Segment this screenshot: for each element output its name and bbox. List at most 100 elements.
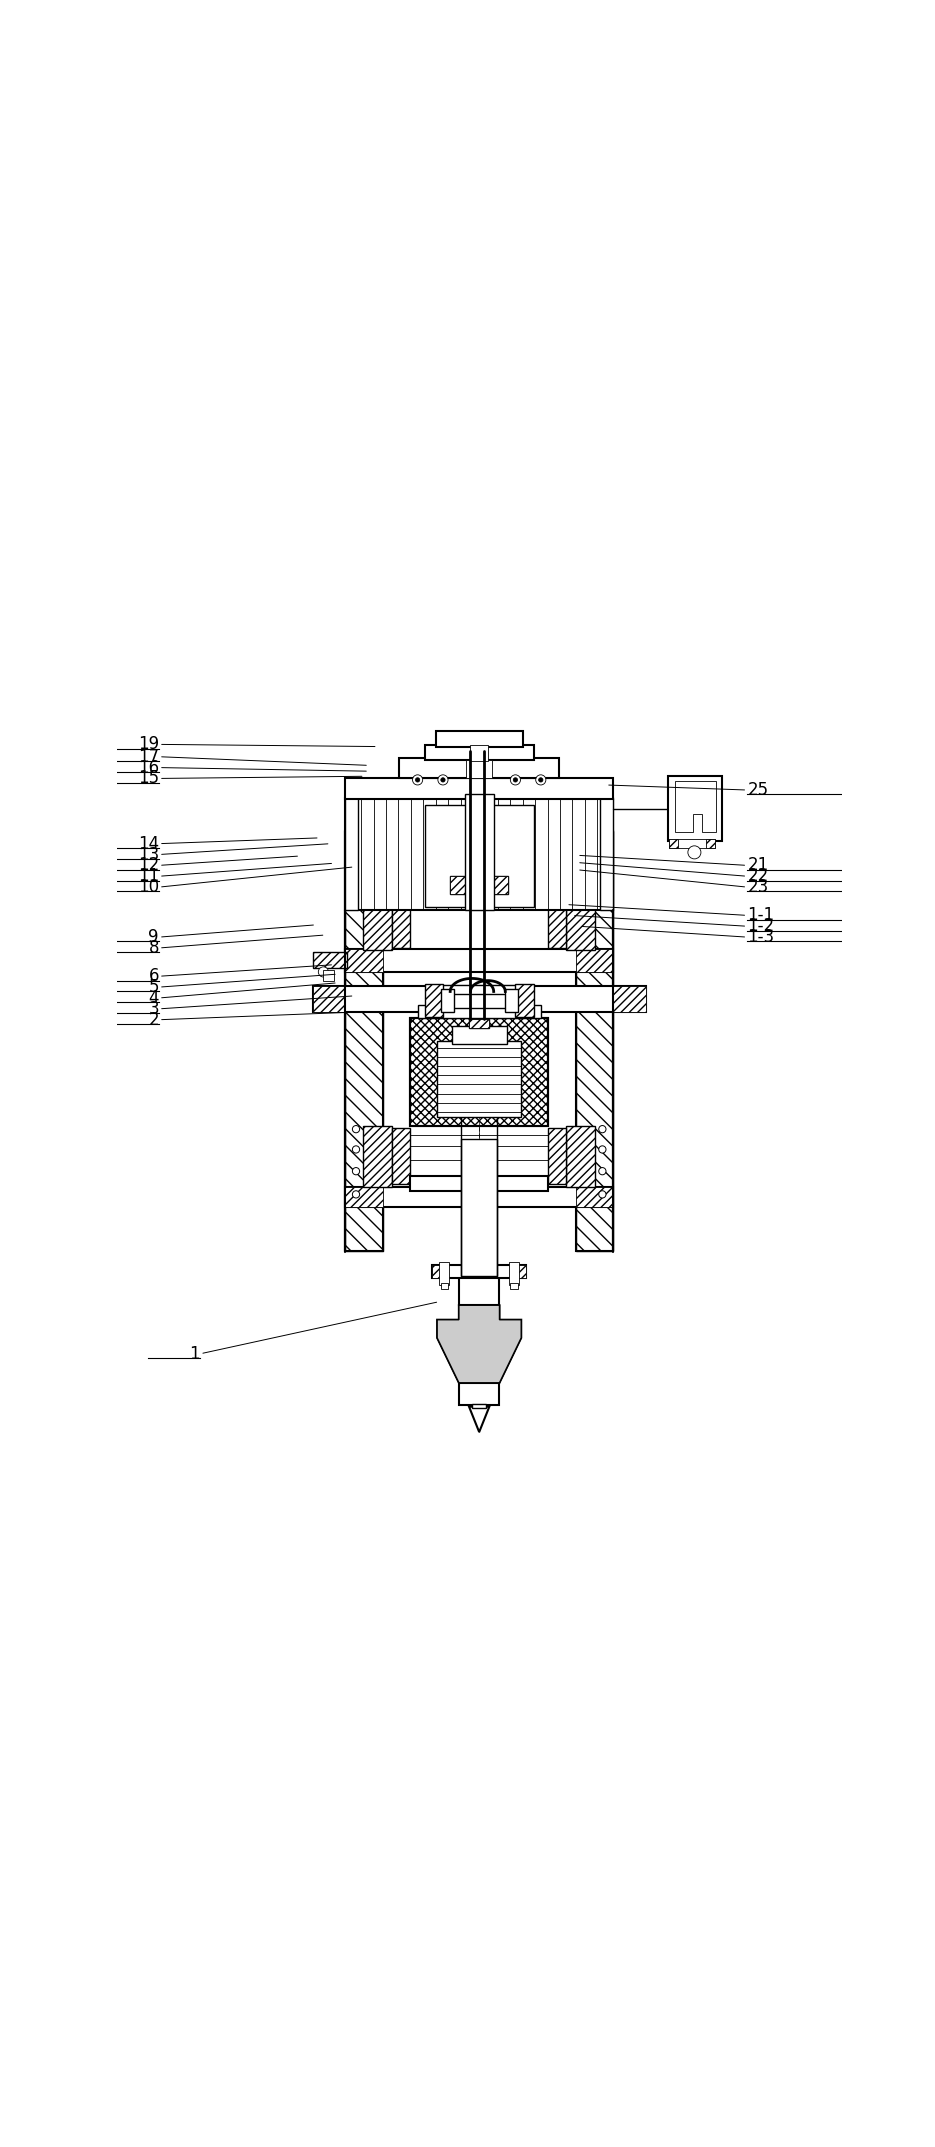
Bar (432, 1265, 526, 1277)
Circle shape (598, 1168, 606, 1174)
Text: 16: 16 (137, 758, 159, 777)
Bar (345, 799, 613, 910)
Bar (393, 895, 410, 949)
Bar (461, 1138, 497, 1275)
Bar (511, 1282, 518, 1288)
Circle shape (598, 1146, 606, 1153)
Bar (399, 758, 559, 779)
Text: 12: 12 (137, 857, 159, 874)
Bar (424, 745, 534, 760)
Text: 21: 21 (747, 857, 769, 874)
Text: 10: 10 (137, 878, 159, 895)
Bar (410, 1018, 548, 1125)
Bar (345, 1187, 382, 1207)
Bar (410, 1177, 548, 1192)
Text: 1-3: 1-3 (747, 928, 774, 947)
Bar (669, 839, 679, 848)
Bar (511, 1265, 526, 1277)
Bar (424, 805, 534, 906)
Bar (613, 985, 646, 1011)
Text: 1-2: 1-2 (747, 917, 774, 936)
Bar (399, 758, 559, 779)
Bar (669, 839, 715, 848)
Bar (472, 1404, 486, 1408)
Bar (467, 760, 492, 779)
Bar (440, 1282, 448, 1288)
Circle shape (511, 775, 521, 786)
Bar (515, 983, 534, 1018)
Text: 1-1: 1-1 (747, 906, 774, 925)
Circle shape (598, 1192, 606, 1198)
Bar (469, 1020, 489, 1028)
Text: 2: 2 (149, 1011, 159, 1028)
Text: 1: 1 (190, 1344, 200, 1363)
Bar (576, 831, 613, 1252)
Polygon shape (438, 1305, 521, 1383)
Bar (345, 831, 382, 1252)
Text: 11: 11 (137, 867, 159, 885)
Bar (424, 807, 534, 904)
Circle shape (352, 1146, 360, 1153)
Bar (345, 949, 613, 973)
Bar (345, 799, 358, 910)
Bar (459, 1275, 499, 1305)
Bar (470, 745, 488, 760)
Bar (424, 983, 443, 1018)
Circle shape (415, 777, 420, 782)
Bar (465, 794, 494, 910)
Bar (451, 876, 509, 895)
Text: 6: 6 (149, 968, 159, 985)
Bar (312, 985, 646, 1011)
Polygon shape (469, 1406, 489, 1432)
Circle shape (412, 775, 423, 786)
Bar (438, 1041, 521, 1116)
Circle shape (352, 1168, 360, 1174)
Text: 25: 25 (747, 782, 769, 799)
Bar (505, 988, 518, 1011)
Bar (345, 949, 382, 973)
Text: 22: 22 (747, 867, 769, 885)
Bar (324, 970, 334, 981)
Text: 23: 23 (747, 878, 769, 895)
Text: 15: 15 (137, 769, 159, 788)
Bar (345, 1187, 613, 1207)
Bar (548, 895, 567, 949)
Bar (393, 1129, 410, 1185)
Bar (436, 992, 523, 1009)
Bar (600, 799, 613, 910)
Bar (436, 985, 523, 994)
Bar (345, 777, 613, 799)
Bar (424, 848, 534, 867)
Circle shape (440, 777, 445, 782)
Polygon shape (675, 782, 716, 833)
Text: 17: 17 (137, 747, 159, 766)
Bar (509, 1262, 519, 1284)
Text: 9: 9 (149, 928, 159, 947)
Bar (439, 1262, 450, 1284)
Bar (436, 732, 523, 747)
Text: 14: 14 (137, 835, 159, 852)
Bar (439, 865, 519, 880)
Text: 8: 8 (149, 938, 159, 958)
Polygon shape (438, 1305, 521, 1383)
Bar (576, 1187, 613, 1207)
Bar (668, 777, 722, 842)
Bar (345, 777, 613, 799)
Bar (451, 876, 509, 895)
Text: 5: 5 (149, 979, 159, 996)
Bar (432, 1265, 448, 1277)
Bar (363, 1125, 393, 1187)
Circle shape (598, 1125, 606, 1134)
Text: 19: 19 (137, 736, 159, 754)
Bar (576, 949, 613, 973)
Bar (363, 893, 393, 951)
Circle shape (438, 775, 448, 786)
Bar (453, 865, 505, 876)
Circle shape (536, 775, 546, 786)
Circle shape (539, 777, 543, 782)
Bar (312, 953, 347, 968)
Bar (345, 831, 382, 1252)
Circle shape (352, 1192, 360, 1198)
Bar (312, 985, 345, 1011)
Bar (410, 1018, 548, 1125)
